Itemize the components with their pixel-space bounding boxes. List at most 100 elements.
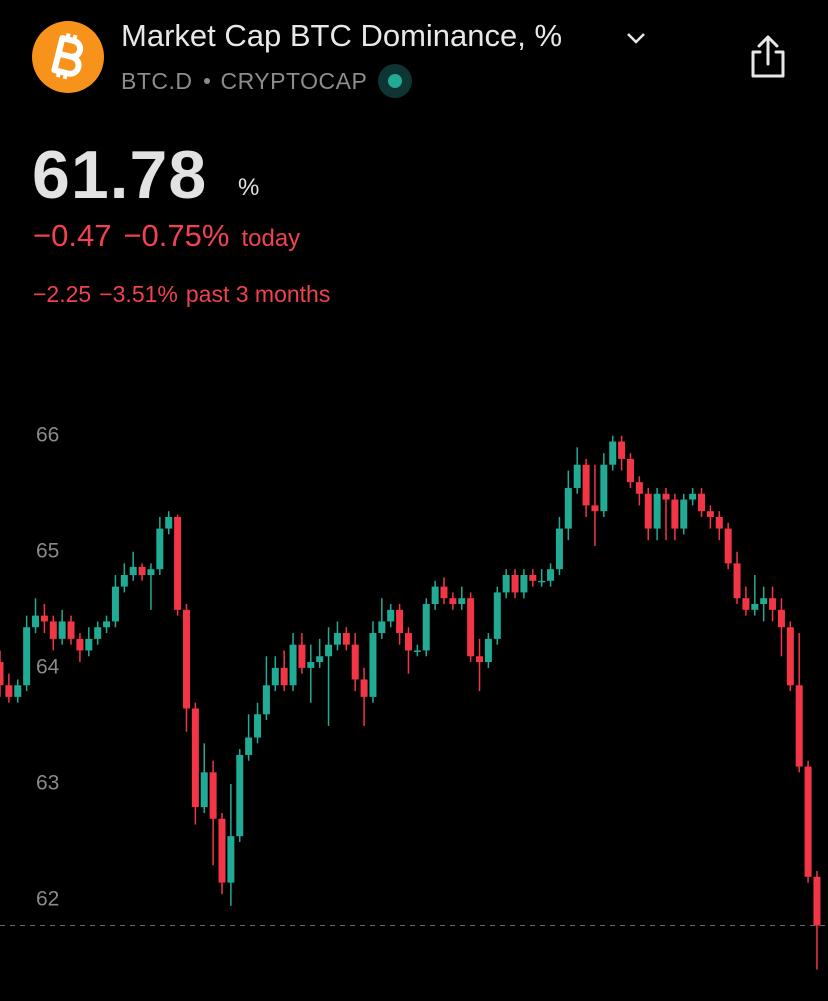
candle-body <box>94 627 102 639</box>
candle-body <box>333 633 341 645</box>
period-change: −2.25 −3.51% past 3 months <box>33 281 330 308</box>
candle-body <box>653 493 661 529</box>
candle-body <box>689 493 697 500</box>
price-unit: % <box>238 174 260 201</box>
candle-body <box>422 604 430 651</box>
candle-body <box>449 598 457 605</box>
candle-body <box>538 580 546 583</box>
candle-body <box>476 656 484 663</box>
candle-body <box>280 667 288 686</box>
candle-body <box>360 679 368 697</box>
candle-body <box>502 575 510 593</box>
candle-body <box>582 464 590 506</box>
candle-body <box>564 487 572 529</box>
candle-body <box>165 516 173 529</box>
candle-body <box>156 528 164 570</box>
candle-body <box>351 644 359 680</box>
y-tick-label: 65 <box>36 539 59 562</box>
candle-body <box>325 644 333 657</box>
candle-body <box>14 685 22 697</box>
candle-body <box>129 566 137 576</box>
candle-body <box>138 566 146 576</box>
candle-body <box>671 499 679 529</box>
candle-body <box>573 464 581 488</box>
candle-body <box>182 609 190 709</box>
candle-body <box>40 615 48 622</box>
y-tick-label: 64 <box>36 655 60 678</box>
exchange: CRYPTOCAP <box>220 67 368 94</box>
daily-change: −0.47 −0.75% today <box>33 218 300 254</box>
candle-body <box>396 609 404 634</box>
candle-body <box>209 772 217 819</box>
candle-body <box>378 621 386 634</box>
candle-body <box>0 662 4 686</box>
coin-logo-mark <box>51 32 84 80</box>
candle-body <box>715 516 723 529</box>
candle-body <box>67 621 75 639</box>
candle-body <box>547 569 555 581</box>
y-tick-label: 63 <box>36 771 59 794</box>
candle-body <box>813 876 821 926</box>
candle-body <box>680 499 688 529</box>
candle-body <box>458 598 466 605</box>
candle-body <box>751 604 759 610</box>
candle-body <box>591 505 599 512</box>
candle-body <box>289 644 297 686</box>
candle-body <box>440 586 448 599</box>
candle-body <box>698 493 706 512</box>
candle-body <box>369 633 377 697</box>
change-pct: −3.51% <box>99 281 178 307</box>
y-tick-label: 66 <box>36 423 59 446</box>
candle-body <box>58 621 66 639</box>
period-label: past 3 months <box>185 281 331 307</box>
change: −2.25 <box>33 281 92 307</box>
candle-body <box>103 621 111 628</box>
share-button[interactable] <box>751 35 785 78</box>
candle-body <box>724 528 732 564</box>
candle-body <box>23 627 31 686</box>
candle-body <box>76 638 84 651</box>
candle-body <box>769 598 777 610</box>
candle-body <box>795 685 803 767</box>
candle-body <box>529 575 537 581</box>
candle-body <box>493 592 501 639</box>
candle-body <box>662 493 670 500</box>
separator-dot <box>203 78 210 84</box>
candle-body <box>200 772 208 808</box>
candle-body <box>32 615 40 628</box>
candle-body <box>218 818 226 883</box>
change-period: today <box>241 225 301 252</box>
candle-body <box>191 708 199 808</box>
y-tick-label: 62 <box>36 888 59 911</box>
candle-body <box>511 575 519 593</box>
candle-body <box>49 621 57 639</box>
candle-body <box>742 598 750 610</box>
dropdown-chevron[interactable] <box>627 33 645 44</box>
candle-body <box>254 714 262 738</box>
candle-body <box>316 656 324 663</box>
candle-body <box>147 569 155 576</box>
candle-body <box>298 644 306 668</box>
candle-body <box>262 685 270 715</box>
candle-body <box>609 441 617 465</box>
candle-body <box>804 766 812 877</box>
candle-body <box>484 638 492 663</box>
candle-body <box>227 836 235 883</box>
candle-body <box>245 737 253 755</box>
candle-body <box>777 609 785 628</box>
candle-body <box>626 458 634 483</box>
change-pct: −0.75% <box>123 218 230 253</box>
candle-body <box>111 586 119 622</box>
candle-body <box>387 609 395 622</box>
change: −0.47 <box>33 218 112 253</box>
candle-body <box>413 650 421 652</box>
candle-body <box>174 516 182 610</box>
candle-body <box>600 464 608 512</box>
candle-body <box>404 633 412 651</box>
candle-body <box>307 662 315 668</box>
header-icons <box>32 21 785 93</box>
candle-body <box>342 633 350 645</box>
candle-body <box>431 586 439 605</box>
